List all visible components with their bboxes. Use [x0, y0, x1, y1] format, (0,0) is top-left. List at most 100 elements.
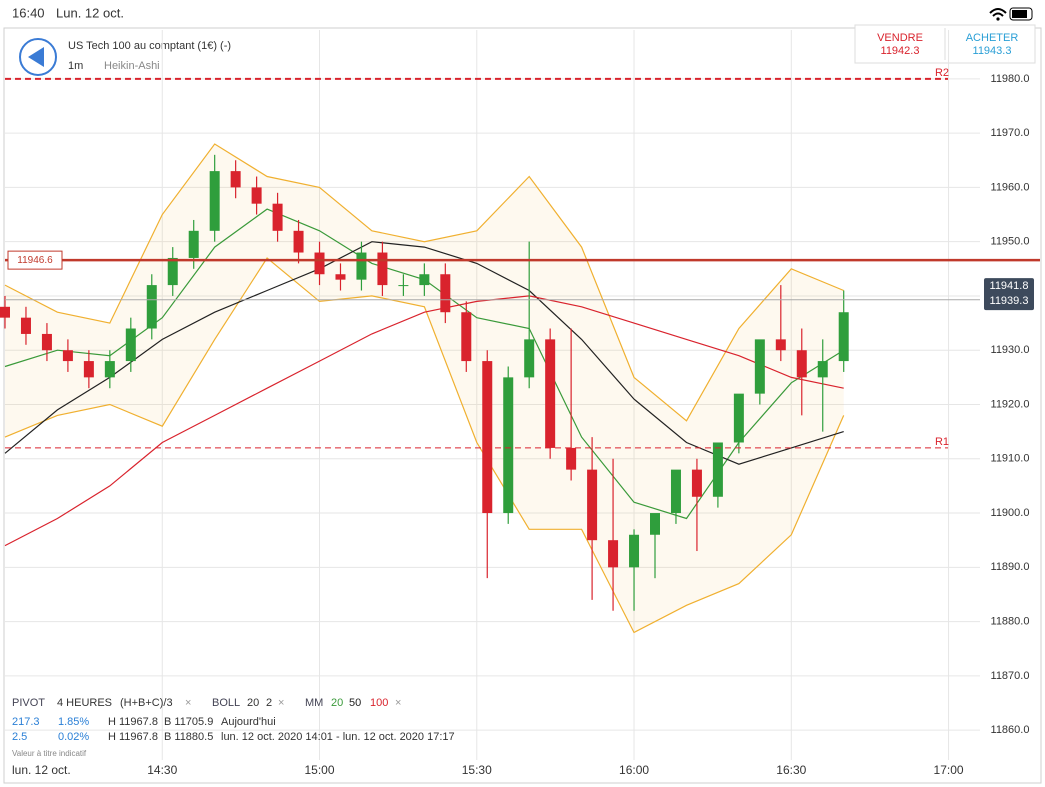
candle-body — [188, 230, 199, 258]
sell-label[interactable]: VENDRE — [877, 32, 923, 44]
pivot-label: R2 — [935, 67, 949, 79]
stat: H 11967.8 — [108, 716, 158, 728]
candle-body — [167, 257, 178, 286]
candle-body — [838, 312, 849, 362]
y-tick-label: 11900.0 — [991, 507, 1030, 519]
stat: 1.85% — [58, 716, 89, 728]
y-tick-label: 11930.0 — [991, 344, 1030, 356]
legend-close[interactable]: × — [185, 697, 191, 709]
x-axis-date: lun. 12 oct. — [12, 763, 71, 777]
price-tag — [984, 278, 1034, 311]
candle-body — [587, 469, 598, 541]
stat: lun. 12 oct. 2020 14:01 - lun. 12 oct. 2… — [221, 731, 455, 743]
pivot-label: R1 — [935, 436, 949, 448]
y-tick-label: 11970.0 — [991, 127, 1030, 139]
candle-body — [817, 361, 828, 378]
candle-body — [62, 350, 73, 362]
candle-body — [314, 252, 325, 275]
y-tick-label: 11870.0 — [991, 670, 1030, 682]
stat: 2.5 — [12, 731, 27, 743]
candle-body — [356, 252, 367, 280]
candle-body — [733, 393, 744, 443]
stat: 217.3 — [12, 716, 40, 728]
legend-mm-series: 100 — [370, 697, 388, 709]
moving-average — [4, 295, 844, 547]
candle-body — [251, 187, 262, 204]
x-tick-label: 16:00 — [619, 763, 649, 777]
order-tag — [7, 250, 63, 270]
candle-body — [608, 540, 619, 568]
y-tick-label: 11910.0 — [991, 453, 1030, 465]
stat: B 11705.9 — [164, 716, 213, 728]
stat: 0.02% — [58, 731, 89, 743]
legend-mm-series: 20 — [331, 697, 343, 709]
y-tick-label: 11960.0 — [991, 181, 1030, 193]
candle-body — [440, 274, 451, 313]
candle-body — [146, 285, 157, 329]
y-tick-label: 11880.0 — [991, 616, 1030, 628]
legend-period: 4 HEURES — [57, 697, 112, 709]
candle-body — [796, 350, 807, 378]
candle-body — [230, 171, 241, 188]
band-upper — [4, 143, 844, 422]
plot: 11860.0 11870.0 11880.0 11890.0 11900.0 11910… — [0, 30, 1040, 777]
legend-close[interactable]: × — [395, 697, 401, 709]
legend-close[interactable]: × — [278, 697, 284, 709]
status-icons — [989, 7, 1033, 21]
candle-body — [524, 339, 535, 378]
disclaimer: Valeur à titre indicatif — [12, 749, 87, 758]
frame — [3, 27, 1042, 784]
chart-style[interactable]: Heikin-Ashi — [104, 60, 160, 72]
candle-body — [503, 377, 514, 514]
stat: Aujourd'hui — [221, 716, 276, 728]
stats: 217.3 1.85% H 11967.8 B 11705.9 Aujourd'… — [12, 716, 455, 758]
band-fill — [5, 144, 844, 633]
x-tick-label: 16:30 — [776, 763, 806, 777]
y-tick-label: 11980.0 — [991, 73, 1030, 85]
sell-price[interactable]: 11942.3 — [881, 45, 920, 57]
back-button[interactable] — [19, 38, 57, 76]
y-tick-label: 11950.0 — [991, 236, 1030, 248]
x-tick-label: 17:00 — [934, 763, 964, 777]
stat: H 11967.8 — [108, 731, 158, 743]
y-tick-label: 11920.0 — [991, 398, 1030, 410]
legend-pivot: PIVOT — [12, 697, 45, 709]
order-label: 11946.6 — [17, 255, 53, 266]
candle-body — [209, 171, 220, 231]
candle-body — [335, 274, 346, 280]
legend-boll: BOLL — [212, 697, 240, 709]
candle-body — [461, 312, 472, 362]
interval[interactable]: 1m — [68, 60, 83, 72]
candle-body — [125, 328, 136, 362]
candle-body — [629, 534, 640, 568]
x-tick-label: 15:30 — [462, 763, 492, 777]
y-tick-label: 11860.0 — [991, 724, 1030, 736]
buy-label[interactable]: ACHETER — [966, 32, 1019, 44]
buy-price[interactable]: 11943.3 — [973, 45, 1012, 57]
trade-box — [854, 24, 1036, 64]
band-lower — [4, 257, 845, 634]
candle-body — [41, 333, 52, 351]
stat: B 11880.5 — [164, 731, 213, 743]
candle-body — [398, 285, 409, 287]
candle-body — [293, 230, 304, 253]
status-time: 16:40 — [12, 5, 45, 20]
status-date: Lun. 12 oct. — [56, 5, 124, 20]
candle-body — [691, 469, 702, 497]
legend-formula: (H+B+C)/3 — [120, 697, 173, 709]
price-tag-label: 11939.3 — [990, 295, 1029, 307]
candle-body — [272, 203, 283, 231]
candle-body — [545, 339, 556, 448]
x-tick-label: 14:30 — [147, 763, 177, 777]
candle-body — [754, 339, 765, 394]
candle-body — [83, 361, 94, 378]
candle-body — [0, 306, 10, 318]
price-tag-label: 11941.8 — [990, 280, 1029, 292]
legend-boll-period: 20 — [247, 697, 259, 709]
legend: PIVOT 4 HEURES (H+B+C)/3 × BOLL 20 2 × M… — [12, 697, 401, 709]
candle-body — [482, 361, 493, 514]
x-tick-label: 15:00 — [305, 763, 335, 777]
candle-body — [20, 317, 31, 334]
y-tick-label: 11890.0 — [991, 561, 1030, 573]
